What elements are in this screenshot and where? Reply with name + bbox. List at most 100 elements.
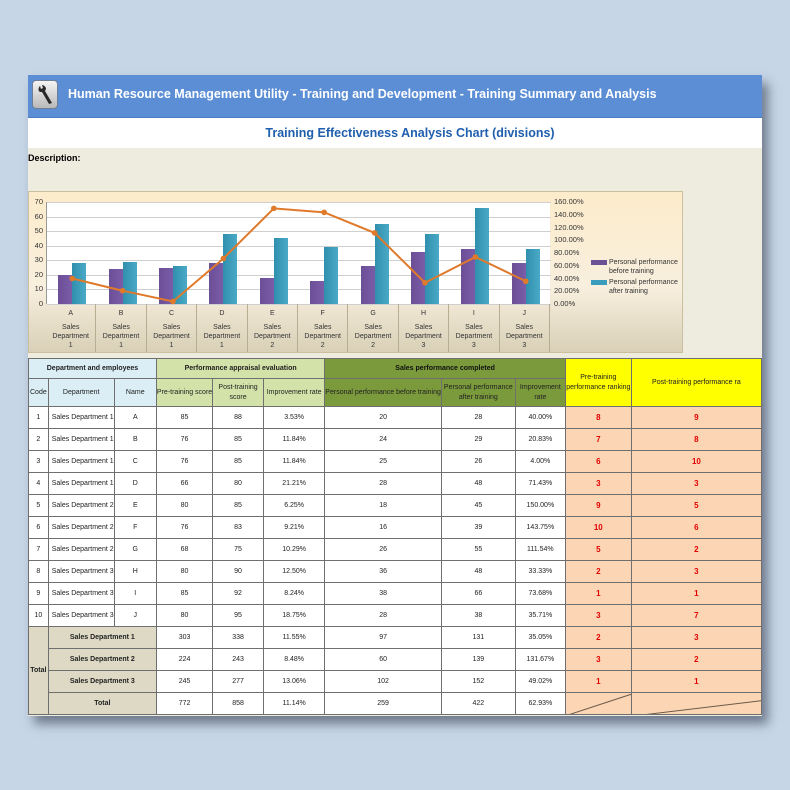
cell-sales-rate[interactable]: 143.75% <box>514 516 566 539</box>
cell-pre-rank[interactable]: 2 <box>564 560 632 583</box>
cell-name[interactable]: I <box>113 582 157 605</box>
cell-pre-score[interactable]: 80 <box>155 560 214 583</box>
cell-sales-rate[interactable]: 131.67% <box>514 648 566 671</box>
cell-pre-score[interactable]: 245 <box>155 670 214 693</box>
cell-sales-before[interactable]: 20 <box>324 406 442 429</box>
training-chart[interactable]: Personal performance before training Per… <box>28 191 683 353</box>
bar-after-training[interactable] <box>173 266 187 304</box>
total-group-label[interactable]: Total <box>28 626 49 715</box>
cell-sales-after[interactable]: 26 <box>440 450 516 473</box>
cell-sales-rate[interactable]: 33.33% <box>514 560 566 583</box>
cell-sales-after[interactable]: 55 <box>440 538 516 561</box>
bar-after-training[interactable] <box>475 207 490 304</box>
cell-post-score[interactable]: 85 <box>212 428 264 451</box>
cell-department[interactable]: Sales Department 3 <box>47 560 115 583</box>
cell-sales-rate[interactable]: 35.71% <box>514 604 566 627</box>
cell-pre-score[interactable]: 85 <box>155 582 214 605</box>
cell-name[interactable]: J <box>113 604 157 627</box>
cell-department[interactable]: Sales Department 1 <box>47 450 115 473</box>
cell-name[interactable]: C <box>113 450 157 473</box>
cell-name[interactable]: H <box>113 560 157 583</box>
cell-sales-before[interactable]: 259 <box>324 692 442 715</box>
cell-pre-rank[interactable]: 6 <box>564 450 632 473</box>
cell-post-rank[interactable]: 7 <box>630 604 762 627</box>
cell-code[interactable]: 9 <box>28 582 49 605</box>
cell-code[interactable]: 4 <box>28 472 49 495</box>
cell-name[interactable]: D <box>113 472 157 495</box>
cell-perf-rate[interactable]: 9.21% <box>262 516 326 539</box>
cell-pre-rank[interactable]: 8 <box>564 406 632 429</box>
cell-name[interactable]: A <box>113 406 157 429</box>
total-label[interactable]: Sales Department 3 <box>47 670 157 693</box>
cell-post-rank[interactable]: 8 <box>630 428 762 451</box>
cell-post-rank[interactable] <box>630 692 762 715</box>
cell-pre-rank[interactable]: 9 <box>564 494 632 517</box>
cell-code[interactable]: 1 <box>28 406 49 429</box>
cell-pre-rank[interactable] <box>564 692 632 715</box>
cell-sales-rate[interactable]: 111.54% <box>514 538 566 561</box>
cell-name[interactable]: E <box>113 494 157 517</box>
bar-before-training[interactable] <box>511 263 526 304</box>
cell-perf-rate[interactable]: 10.29% <box>262 538 326 561</box>
cell-pre-score[interactable]: 68 <box>155 538 214 561</box>
cell-post-score[interactable]: 338 <box>212 626 264 649</box>
bar-before-training[interactable] <box>209 263 224 304</box>
cell-code[interactable]: 5 <box>28 494 49 517</box>
cell-post-score[interactable]: 90 <box>212 560 264 583</box>
bar-before-training[interactable] <box>159 267 173 304</box>
cell-post-rank[interactable]: 6 <box>630 516 762 539</box>
bar-before-training[interactable] <box>58 274 73 304</box>
cell-sales-after[interactable]: 66 <box>440 582 516 605</box>
cell-department[interactable]: Sales Department 3 <box>47 604 115 627</box>
bar-before-training[interactable] <box>108 269 123 304</box>
cell-code[interactable]: 7 <box>28 538 49 561</box>
cell-pre-score[interactable]: 772 <box>155 692 214 715</box>
cell-sales-before[interactable]: 28 <box>324 604 442 627</box>
cell-pre-rank[interactable]: 1 <box>564 582 632 605</box>
cell-name[interactable]: B <box>113 428 157 451</box>
cell-pre-score[interactable]: 76 <box>155 450 214 473</box>
cell-sales-after[interactable]: 39 <box>440 516 516 539</box>
cell-pre-score[interactable]: 76 <box>155 516 214 539</box>
cell-department[interactable]: Sales Department 1 <box>47 406 115 429</box>
bar-after-training[interactable] <box>223 234 238 304</box>
cell-sales-after[interactable]: 45 <box>440 494 516 517</box>
cell-pre-rank[interactable]: 3 <box>564 648 632 671</box>
cell-post-score[interactable]: 858 <box>212 692 264 715</box>
cell-perf-rate[interactable]: 8.24% <box>262 582 326 605</box>
cell-code[interactable]: 8 <box>28 560 49 583</box>
cell-sales-rate[interactable]: 62.93% <box>514 692 566 715</box>
cell-post-score[interactable]: 95 <box>212 604 264 627</box>
cell-pre-rank[interactable]: 5 <box>564 538 632 561</box>
cell-department[interactable]: Sales Department 1 <box>47 472 115 495</box>
cell-code[interactable]: 6 <box>28 516 49 539</box>
cell-department[interactable]: Sales Department 2 <box>47 538 115 561</box>
cell-perf-rate[interactable]: 11.14% <box>262 692 326 715</box>
cell-perf-rate[interactable]: 12.50% <box>262 560 326 583</box>
cell-post-rank[interactable]: 3 <box>630 626 762 649</box>
cell-name[interactable]: F <box>113 516 157 539</box>
cell-sales-after[interactable]: 48 <box>440 472 516 495</box>
cell-sales-before[interactable]: 16 <box>324 516 442 539</box>
cell-pre-rank[interactable]: 3 <box>564 472 632 495</box>
cell-pre-score[interactable]: 66 <box>155 472 214 495</box>
cell-sales-rate[interactable]: 35.05% <box>514 626 566 649</box>
bar-after-training[interactable] <box>273 238 288 304</box>
cell-pre-score[interactable]: 80 <box>155 494 214 517</box>
cell-perf-rate[interactable]: 21.21% <box>262 472 326 495</box>
cell-post-score[interactable]: 88 <box>212 406 264 429</box>
cell-sales-rate[interactable]: 20.83% <box>514 428 566 451</box>
bar-before-training[interactable] <box>411 251 425 304</box>
cell-perf-rate[interactable]: 3.53% <box>262 406 326 429</box>
cell-sales-before[interactable]: 97 <box>324 626 442 649</box>
cell-pre-rank[interactable]: 2 <box>564 626 632 649</box>
cell-post-score[interactable]: 277 <box>212 670 264 693</box>
cell-sales-before[interactable]: 26 <box>324 538 442 561</box>
bar-after-training[interactable] <box>324 247 339 304</box>
cell-pre-score[interactable]: 224 <box>155 648 214 671</box>
cell-code[interactable]: 3 <box>28 450 49 473</box>
cell-post-rank[interactable]: 1 <box>630 670 762 693</box>
cell-sales-after[interactable]: 422 <box>440 692 516 715</box>
cell-post-rank[interactable]: 2 <box>630 648 762 671</box>
cell-sales-after[interactable]: 131 <box>440 626 516 649</box>
